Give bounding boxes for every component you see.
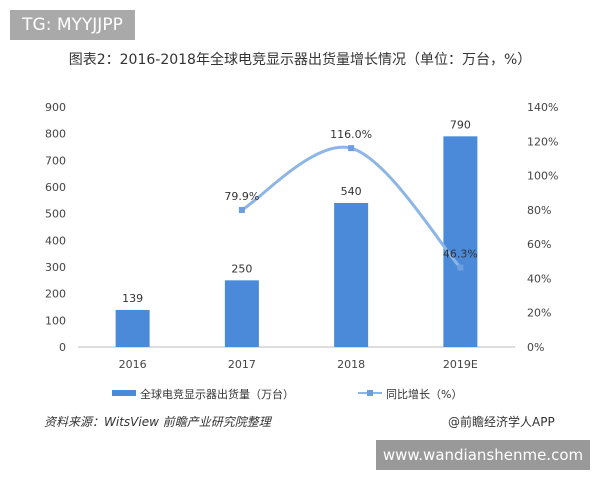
legend-line-label: 同比增长（%） bbox=[386, 387, 462, 401]
bar bbox=[115, 309, 150, 347]
right-tick-label: 60% bbox=[527, 238, 551, 251]
bar-data-label: 250 bbox=[231, 262, 252, 275]
line-data-label: 79.9% bbox=[224, 190, 259, 203]
legend-bar-label: 全球电竞显示器出货量（万台） bbox=[140, 387, 294, 401]
right-tick-label: 120% bbox=[527, 135, 558, 148]
right-tick-label: 20% bbox=[527, 307, 551, 320]
bar-data-label: 139 bbox=[122, 292, 143, 305]
left-tick-label: 300 bbox=[45, 261, 66, 274]
bar bbox=[224, 280, 259, 347]
bar-data-label: 790 bbox=[450, 118, 471, 131]
legend-line-marker bbox=[367, 390, 373, 396]
watermark-top: TG: MYYJJPP bbox=[10, 10, 135, 40]
bar bbox=[443, 136, 478, 347]
category-label: 2017 bbox=[228, 358, 256, 371]
left-tick-label: 400 bbox=[45, 234, 66, 247]
left-tick-label: 500 bbox=[45, 208, 66, 221]
right-tick-label: 0% bbox=[527, 341, 544, 354]
chart-title: 图表2：2016-2018年全球电竞显示器出货量增长情况（单位：万台，%） bbox=[68, 52, 532, 68]
category-label: 2018 bbox=[337, 358, 365, 371]
brand-credit: @前瞻经济学人APP bbox=[448, 415, 555, 429]
left-tick-label: 100 bbox=[45, 314, 66, 327]
left-tick-label: 0 bbox=[59, 341, 66, 354]
bar bbox=[334, 203, 369, 347]
line-marker bbox=[238, 207, 245, 214]
right-tick-label: 80% bbox=[527, 204, 551, 217]
line-data-label: 46.3% bbox=[443, 248, 478, 261]
line-marker bbox=[457, 264, 464, 271]
left-tick-label: 800 bbox=[45, 128, 66, 141]
legend-bar-swatch bbox=[112, 390, 136, 396]
line-marker bbox=[348, 145, 355, 152]
right-tick-label: 100% bbox=[527, 170, 558, 183]
left-tick-label: 200 bbox=[45, 288, 66, 301]
right-tick-label: 140% bbox=[527, 101, 558, 114]
left-tick-label: 700 bbox=[45, 154, 66, 167]
category-label: 2016 bbox=[119, 358, 147, 371]
left-tick-label: 600 bbox=[45, 181, 66, 194]
left-tick-label: 900 bbox=[45, 101, 66, 114]
bar-data-label: 540 bbox=[341, 185, 362, 198]
line-data-label: 116.0% bbox=[330, 128, 372, 141]
right-tick-label: 40% bbox=[527, 272, 551, 285]
category-label: 2019E bbox=[443, 358, 478, 371]
watermark-bottom: www.wandianshenme.com bbox=[376, 440, 590, 470]
source-note: 资料来源：WitsView 前瞻产业研究院整理 bbox=[44, 415, 271, 429]
